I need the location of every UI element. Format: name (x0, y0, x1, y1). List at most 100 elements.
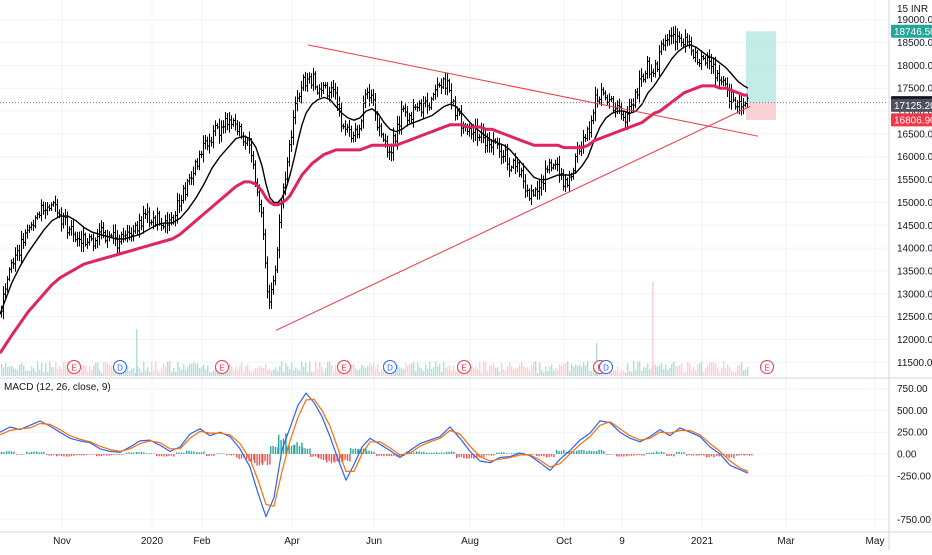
macd-legend[interactable]: MACD (12, 26, close, 9) (4, 382, 111, 393)
macd-histogram-bar (110, 454, 113, 456)
volume-bar (265, 364, 267, 376)
volume-bar (201, 366, 203, 376)
signal-line (0, 398, 749, 507)
volume-bar (621, 369, 623, 376)
volume-bar (365, 368, 367, 376)
macd-histogram-bar (223, 453, 225, 455)
volume-bar (631, 371, 633, 376)
volume-bar (707, 365, 709, 376)
volume-bar (515, 367, 517, 376)
volume-bar (235, 366, 237, 376)
macd-histogram-bar (633, 454, 635, 456)
macd-histogram-bar (383, 454, 385, 457)
volume-bar (645, 367, 647, 376)
macd-histogram-bar (563, 449, 565, 454)
volume-bar (301, 361, 303, 376)
price-tag: 16806.90 (891, 113, 932, 126)
volume-bar (11, 365, 13, 376)
macd-histogram-bar (560, 451, 563, 454)
stop-zone (746, 102, 776, 120)
time-tick-label: Oct (556, 536, 572, 547)
volume-bar (433, 367, 435, 376)
volume-bar (571, 363, 573, 376)
volume-bar (735, 372, 737, 376)
macd-histogram-bar (285, 433, 287, 454)
macd-histogram-bar (302, 447, 304, 454)
volume-bar (243, 372, 245, 376)
macd-tick-label: 250.00 (897, 428, 928, 439)
volume-bar (437, 366, 439, 376)
macd-histogram-bar (200, 452, 203, 454)
volume-bar (233, 370, 235, 376)
volume-bar (367, 365, 369, 376)
macd-histogram-bar (138, 452, 140, 454)
dividend-marker: D (599, 360, 613, 374)
macd-histogram-bar (506, 453, 508, 454)
macd-histogram-bar (220, 453, 223, 454)
volume-bar (447, 366, 449, 376)
volume-bar (703, 371, 705, 376)
volume-bar (695, 370, 697, 376)
macd-histogram-bar (13, 451, 15, 454)
time-tick-label: Jun (366, 536, 382, 547)
volume-bar (335, 365, 337, 376)
volume-bar (575, 364, 577, 376)
volume-bar (241, 362, 243, 376)
volume-bar (619, 371, 621, 376)
volume-bar (287, 365, 289, 376)
macd-histogram-bar (453, 451, 455, 454)
volume-bar (431, 369, 433, 376)
volume-bar (249, 370, 251, 376)
macd-histogram-bar (450, 451, 453, 454)
macd-histogram-bar (354, 448, 357, 454)
volume-bar (489, 364, 491, 376)
volume-bar (371, 365, 373, 376)
macd-histogram-bar (156, 454, 158, 457)
time-axis[interactable]: Nov 2020 Feb Apr Jun Aug Oct 9 2021 Mar May (53, 536, 884, 547)
macd-histogram-bar (344, 454, 346, 460)
volume-bar (435, 361, 437, 376)
volume-bar (213, 369, 215, 376)
volume-bar (27, 371, 29, 376)
macd-histogram-bar (660, 451, 663, 454)
macd-histogram-bar (623, 454, 625, 457)
volume-bar (627, 363, 629, 376)
macd-histogram-bar (730, 454, 733, 458)
macd-histogram-bar (93, 454, 95, 455)
macd-histogram-bar (130, 452, 133, 454)
volume-bar (671, 363, 673, 376)
trendlines[interactable] (0, 44, 888, 331)
volume-bar (311, 371, 313, 376)
volume-bar (579, 364, 581, 376)
volume-bar (13, 368, 15, 376)
volume-bar (55, 362, 57, 376)
macd-histogram-bar (446, 451, 448, 454)
macd-histogram-bar (116, 454, 118, 455)
macd-histogram-bar (420, 452, 423, 454)
macd-histogram-bar (500, 452, 503, 454)
macd-histogram-bar (198, 452, 200, 454)
macd-histogram-bar (743, 454, 745, 456)
price-axis[interactable]: 11500.00 12000.00 12500.00 13000.00 13500.00… (897, 4, 932, 526)
macd-histogram-bar (550, 454, 553, 457)
volume-bar (275, 367, 277, 376)
macd-histogram-bar (718, 454, 720, 457)
volume-bar (573, 366, 575, 376)
position-tool[interactable] (746, 31, 776, 120)
price-tick-label: 17000.00 (897, 107, 932, 118)
volume-bar (25, 370, 27, 376)
volume-bar (9, 366, 11, 376)
volume-bar (637, 362, 639, 376)
volume-bar (127, 365, 129, 376)
volume-bar (39, 369, 41, 376)
macd-histogram-bar (261, 454, 263, 464)
volume-bar (589, 371, 591, 376)
macd-histogram-bar (598, 449, 600, 454)
marker-label: D (387, 364, 393, 373)
macd-histogram-bar (658, 452, 660, 454)
price-tick-label: 16000.00 (897, 152, 932, 163)
volume-bar (471, 366, 473, 376)
volume-bar (689, 363, 691, 376)
volume-bar (607, 372, 609, 376)
volume-bar (529, 371, 531, 376)
